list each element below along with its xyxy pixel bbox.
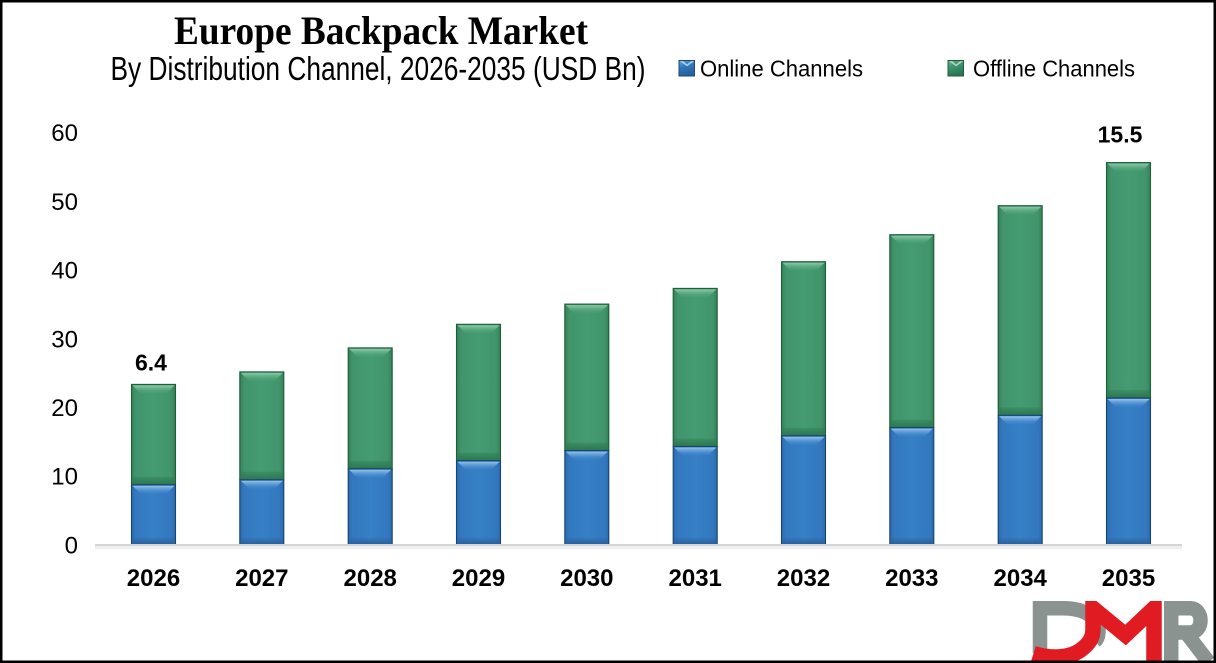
svg-text:2033: 2033 [885,565,938,592]
svg-text:60: 60 [51,120,78,147]
svg-text:40: 40 [51,258,78,285]
svg-text:2035: 2035 [1102,565,1155,592]
svg-text:20: 20 [51,395,78,422]
svg-text:2026: 2026 [127,565,180,592]
svg-text:Online Channels: Online Channels [700,56,863,82]
svg-text:Europe Backpack Market: Europe Backpack Market [174,8,589,53]
svg-text:2027: 2027 [235,565,288,592]
svg-text:2032: 2032 [777,565,830,592]
svg-text:0: 0 [65,532,78,559]
svg-text:By Distribution Channel, 2026-: By Distribution Channel, 2026-2035 (USD … [111,50,646,87]
svg-text:30: 30 [51,326,78,353]
svg-text:2030: 2030 [560,565,613,592]
svg-text:2031: 2031 [669,565,722,592]
svg-text:2029: 2029 [452,565,505,592]
svg-text:15.5: 15.5 [1098,122,1143,148]
svg-text:50: 50 [51,189,78,216]
svg-text:2034: 2034 [994,565,1048,592]
svg-text:2028: 2028 [344,565,397,592]
svg-text:6.4: 6.4 [135,350,167,376]
svg-text:Offline Channels: Offline Channels [973,56,1135,82]
svg-text:10: 10 [51,464,78,491]
